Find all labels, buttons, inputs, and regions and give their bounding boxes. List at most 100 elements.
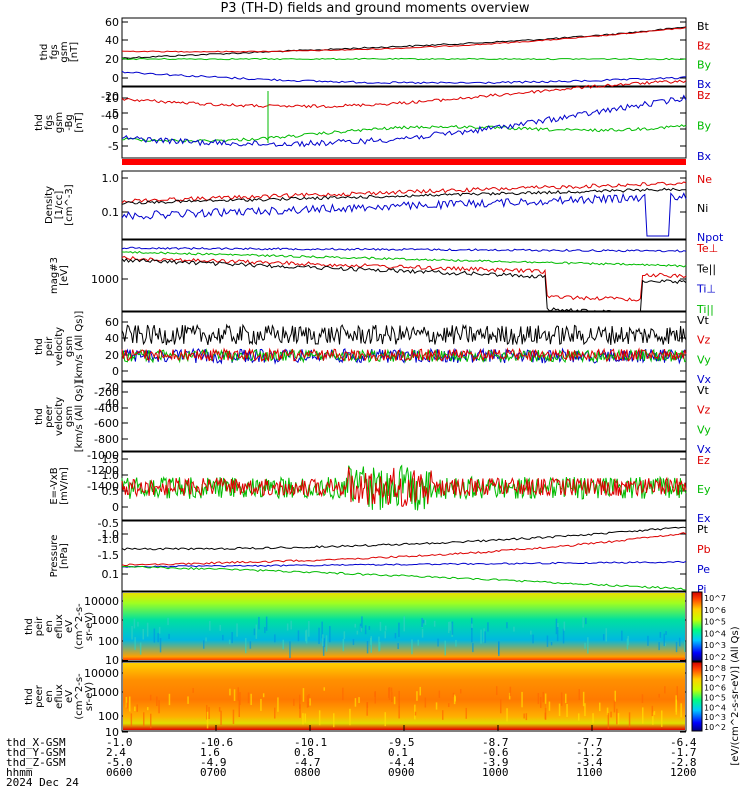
spectrogram-streak bbox=[274, 707, 276, 719]
y-axis-label: thd bbox=[34, 338, 45, 355]
y-axis-label: [mV/m] bbox=[59, 467, 70, 505]
spectrogram-streak bbox=[679, 637, 681, 647]
position-table: thd_X-GSM -1.0 -10.6 -10.1 -9.5 -8.7 -7.7 -6.4 t… bbox=[6, 736, 746, 788]
y-tick-label: -800 bbox=[94, 433, 119, 446]
y-axis-label: peir bbox=[44, 336, 55, 356]
spectrogram-streak bbox=[542, 691, 544, 703]
colorbar-tick: 10^7 bbox=[704, 594, 726, 603]
y-axis-label: mag#3 bbox=[49, 257, 60, 294]
position-row-label: thd_Z-GSM bbox=[6, 756, 66, 769]
spectrogram-streak bbox=[582, 616, 584, 628]
spectrogram-streak bbox=[448, 703, 450, 707]
colorbar-tick: 10^2 bbox=[704, 653, 726, 662]
spectrogram-streak bbox=[158, 626, 161, 634]
y-tick-label: 10 bbox=[105, 726, 119, 739]
spectrogram-streak bbox=[131, 626, 133, 640]
legend-entry: Vx bbox=[697, 443, 712, 456]
spectrogram-streak bbox=[220, 710, 222, 725]
spectrogram-streak bbox=[509, 686, 512, 697]
spectrogram-streak bbox=[388, 687, 391, 700]
position-row: hhmm 0600 0700 0800 0900 1000 1100 1200 bbox=[6, 766, 746, 779]
ti-par-line bbox=[121, 250, 687, 268]
spectrogram-streak bbox=[290, 620, 292, 630]
y-tick-label: 10000 bbox=[84, 667, 119, 680]
position-value: 1000 bbox=[482, 766, 509, 779]
y-axis-label: sr-eV) bbox=[84, 612, 95, 641]
colorbar-label: [eV/(cm^2-s-sr-eV)] (All Qs) bbox=[730, 626, 741, 765]
y-tick-label: -1200 bbox=[87, 464, 119, 477]
spectrogram-streak bbox=[192, 688, 194, 693]
spectrogram-streak bbox=[352, 639, 355, 645]
spectrogram-streak bbox=[398, 706, 400, 719]
position-value: 0900 bbox=[388, 766, 415, 779]
spectrogram-streak bbox=[321, 621, 323, 639]
spectrogram-streak bbox=[342, 638, 345, 652]
spectrogram-streak bbox=[391, 691, 393, 702]
spectrogram-streak bbox=[125, 696, 128, 708]
spectrogram-streak bbox=[565, 693, 567, 704]
spectrogram-streak bbox=[616, 708, 618, 725]
spectrogram-streak bbox=[366, 702, 368, 716]
spectrogram-streak bbox=[613, 700, 616, 713]
spectrogram-streak bbox=[454, 696, 456, 702]
colorbar-tick: 10^3 bbox=[704, 713, 726, 722]
spectrogram-streak bbox=[444, 640, 446, 656]
spectrogram-streak bbox=[653, 711, 656, 715]
position-value: -6.4 bbox=[670, 736, 697, 749]
spectrogram-streak bbox=[523, 713, 525, 719]
y-axis-label: [1/cc] bbox=[54, 191, 65, 220]
colorbar-tick: 10^3 bbox=[704, 641, 726, 650]
spectrogram-streak bbox=[627, 635, 629, 646]
spectrogram-streak bbox=[556, 627, 559, 642]
spectrogram-streak bbox=[621, 630, 623, 641]
spectrogram-streak bbox=[137, 621, 139, 627]
spectrogram-streak bbox=[652, 712, 654, 725]
legend-entry: Ne bbox=[697, 173, 712, 186]
legend-entry: Ni bbox=[697, 202, 708, 215]
spectrogram-streak bbox=[484, 631, 486, 643]
y-tick-label: 10000 bbox=[84, 595, 119, 608]
y-tick-label: 20 bbox=[105, 53, 119, 66]
legend-entry: Pi bbox=[697, 583, 706, 596]
y-tick-label: 1000 bbox=[91, 273, 119, 286]
spectrogram-streak bbox=[663, 633, 665, 646]
vt-line bbox=[121, 323, 687, 346]
spectrogram-streak bbox=[659, 632, 662, 638]
spectrogram-streak bbox=[451, 621, 454, 635]
spectrogram-streak bbox=[379, 621, 382, 631]
spectrogram-streak bbox=[265, 616, 268, 631]
y-tick-label: 5 bbox=[112, 107, 119, 120]
y-tick-label: -0.5 bbox=[98, 517, 119, 530]
spectrogram-streak bbox=[318, 710, 321, 726]
spectrogram-streak bbox=[471, 628, 473, 643]
spectrogram-streak bbox=[378, 636, 380, 652]
spectrogram-streak bbox=[329, 626, 331, 643]
spectrogram-streak bbox=[130, 713, 133, 727]
legend-entry: Bz bbox=[697, 89, 711, 102]
spectrogram-streak bbox=[424, 697, 427, 708]
legend-entry: Vt bbox=[697, 384, 710, 397]
y-axis-label: [nPa] bbox=[59, 543, 70, 569]
spectrogram-streak bbox=[262, 693, 265, 698]
spectrogram-streak bbox=[366, 702, 369, 708]
spectrogram-streak bbox=[614, 690, 616, 702]
spectrogram-streak bbox=[203, 640, 205, 649]
position-value: 1100 bbox=[576, 766, 603, 779]
spectrogram-streak bbox=[606, 707, 609, 716]
legend-entry: Ti|| bbox=[696, 303, 714, 316]
position-row: thd_Y-GSM 2.4 1.6 0.8 0.1 -0.6 -1.2 -1.7 bbox=[6, 747, 746, 758]
colorbar-tick: 10^6 bbox=[704, 684, 726, 693]
spectrogram-streak bbox=[540, 697, 542, 708]
spectrogram-streak bbox=[664, 686, 666, 694]
spectrogram-streak bbox=[471, 623, 473, 628]
y-tick-label: 1000 bbox=[91, 614, 119, 627]
spectrogram-streak bbox=[472, 643, 474, 653]
position-value: 0700 bbox=[200, 766, 227, 779]
y-tick-label: 0 bbox=[112, 123, 119, 136]
spectrogram-streak bbox=[206, 711, 209, 729]
panel-frame-peer_vel bbox=[121, 381, 687, 452]
panel-frame-peir_spec bbox=[121, 591, 687, 662]
y-tick-label: 10 bbox=[105, 92, 119, 105]
y-tick-label: 0.1 bbox=[102, 206, 120, 219]
spectrogram-streak bbox=[308, 621, 310, 637]
